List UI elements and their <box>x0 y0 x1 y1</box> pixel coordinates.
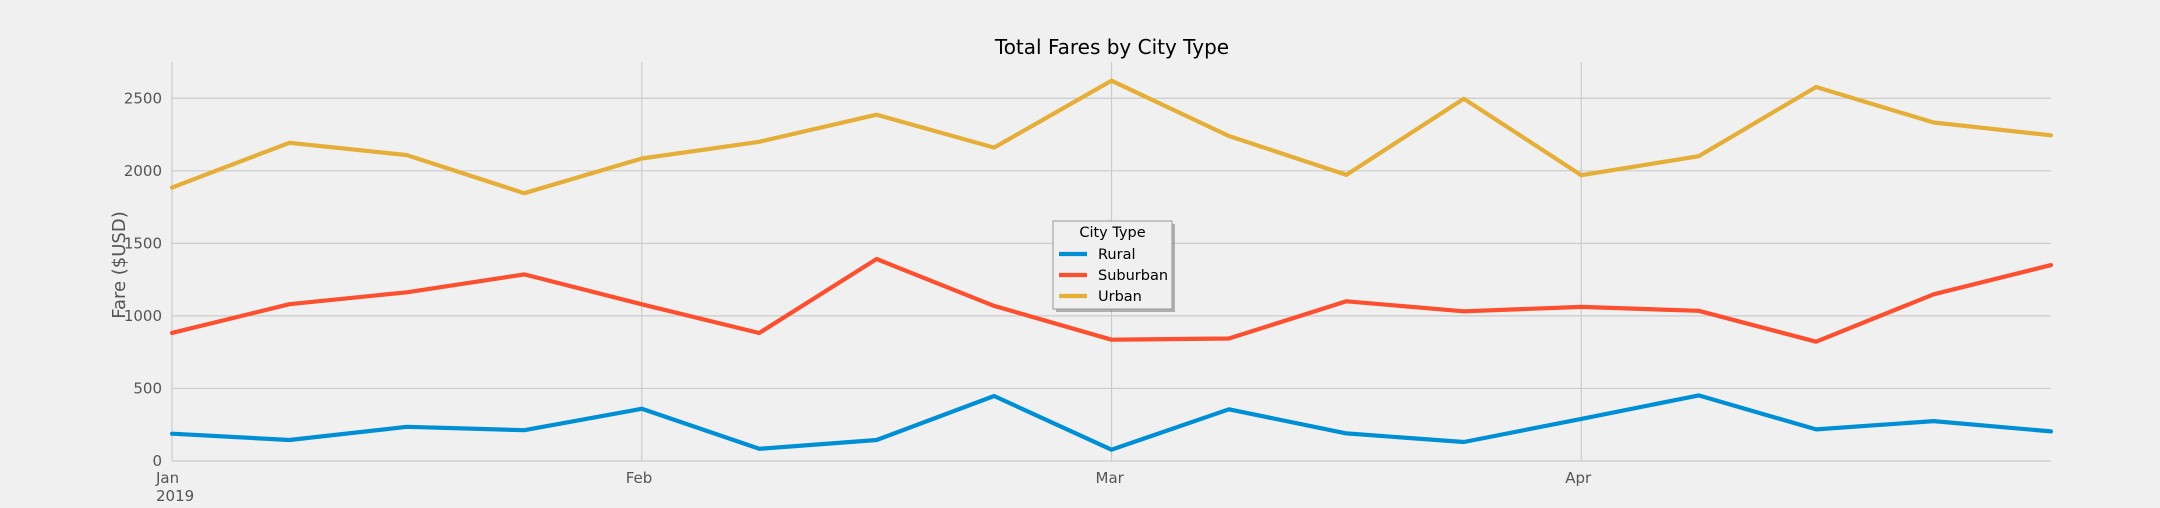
legend-label-urban: Urban <box>1098 289 1142 305</box>
legend-label-rural: Rural <box>1098 247 1136 263</box>
series-lines <box>169 78 2054 452</box>
series-line-rural <box>169 393 2054 452</box>
y-tick-label: 1000 <box>124 307 162 325</box>
series-line-suburban <box>169 256 2054 344</box>
y-axis-label: Fare ($USD) <box>109 211 130 319</box>
legend: City Type Rural Suburban Urban <box>1052 220 1175 312</box>
x-tick-label: Apr <box>1565 469 1592 487</box>
legend-title: City Type <box>1079 225 1145 241</box>
y-tick-label: 2500 <box>124 89 162 107</box>
grid <box>171 62 2051 462</box>
y-tick-label: 1500 <box>124 234 162 252</box>
x-tick-label: Mar <box>1096 469 1125 487</box>
x-tick-label: Jan <box>155 469 179 487</box>
legend-label-suburban: Suburban <box>1098 268 1168 284</box>
x-tick-sublabel: 2019 <box>156 487 194 504</box>
series-line-urban <box>169 78 2054 196</box>
x-tick-label: Feb <box>626 469 653 487</box>
y-tick-label: 0 <box>152 452 162 470</box>
chart-title: Total Fares by City Type <box>994 35 1229 59</box>
y-tick-label: 2000 <box>124 162 162 180</box>
y-tick-label: 500 <box>133 379 162 397</box>
